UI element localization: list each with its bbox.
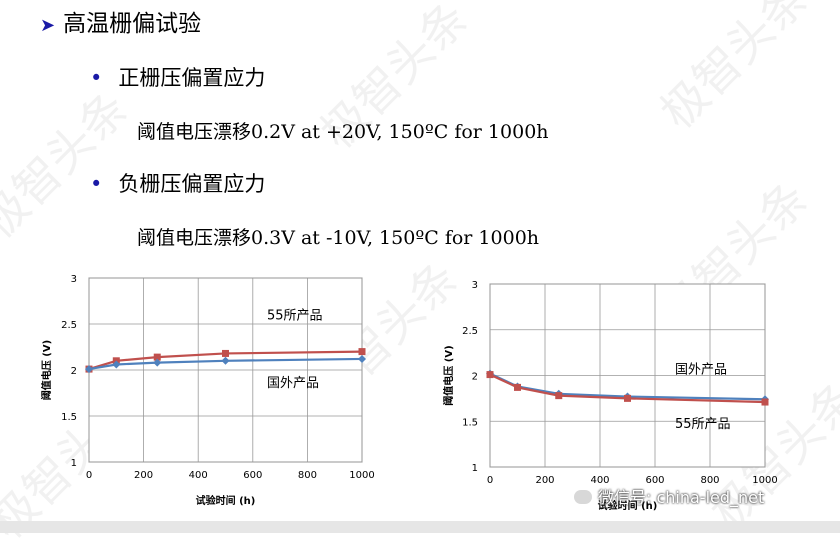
x-axis-title: 试验时间 (h) [196, 494, 256, 507]
x-axis-title: 试验时间 (h) [598, 499, 658, 512]
y-tick-label: 1 [71, 458, 77, 469]
data-point [624, 394, 631, 402]
wechat-icon [574, 490, 592, 504]
wechat-watermark: 微信号: china-led_net [574, 484, 764, 508]
x-tick-label: 600 [243, 470, 262, 481]
series-label: 国外产品 [267, 376, 319, 391]
section-title-text: 正栅压偏置应力 [118, 66, 266, 90]
chart-negative-bias: 0 200 400 600 800 1000 1 1.5 2 2.5 3 试验时间 (h) 阈值电压 (… [442, 280, 778, 512]
series-label: 55所产品 [267, 309, 323, 324]
data-point [153, 353, 161, 361]
x-tick-label: 1000 [349, 470, 374, 481]
data-point [358, 354, 366, 363]
y-axis-title: 阈值电压 (V) [40, 340, 53, 400]
y-tick-label: 1 [472, 463, 478, 474]
data-point [222, 349, 229, 357]
slide-heading: ➤ 高温栅偏试验 [40, 4, 201, 38]
data-point [761, 398, 769, 406]
y-tick-label: 3 [472, 280, 478, 291]
y-tick-label: 2 [472, 372, 478, 383]
series-label: 55所产品 [675, 417, 731, 432]
y-tick-label: 2.5 [462, 326, 478, 337]
wechat-text: 微信号: china-led_net [598, 488, 765, 507]
watermark: 极智头条 [0, 80, 139, 250]
bullet-dot-icon: • [90, 66, 103, 90]
y-tick-label: 2 [71, 366, 77, 377]
series-label: 国外产品 [675, 362, 727, 377]
x-tick-label: 600 [645, 475, 664, 486]
data-point [153, 358, 162, 367]
y-tick-label: 2.5 [61, 320, 77, 331]
chart-positive-bias: 0 200 400 600 800 1000 1 1.5 2 2.5 3 试验时间 (h) 阈值电压 (… [40, 274, 375, 507]
x-tick-label: 0 [86, 470, 92, 481]
x-tick-label: 0 [487, 475, 493, 486]
x-tick-label: 800 [700, 475, 719, 486]
x-tick-label: 400 [189, 470, 208, 481]
footer-bar [0, 521, 840, 533]
x-tick-label: 800 [298, 470, 317, 481]
data-point [486, 371, 494, 379]
x-tick-label: 200 [535, 475, 554, 486]
data-point [112, 360, 121, 369]
y-tick-label: 3 [71, 274, 77, 285]
heading-text: 高温栅偏试验 [63, 11, 202, 37]
y-tick-label: 1.5 [462, 417, 478, 428]
data-point [555, 392, 563, 400]
data-point [221, 356, 230, 365]
x-tick-label: 400 [590, 475, 609, 486]
watermark: 极智头条 [649, 0, 819, 140]
section-title: • 负栅压偏置应力 [90, 168, 265, 198]
data-point [85, 365, 93, 374]
x-tick-label: 1000 [752, 475, 777, 486]
data-point [358, 348, 366, 356]
section-title-text: 负栅压偏置应力 [118, 172, 266, 196]
section-detail: 阈值电压漂移0.2V at +20V, 150ºC for 1000h [137, 121, 549, 143]
x-tick-label: 200 [134, 470, 153, 481]
arrow-bullet-icon: ➤ [40, 15, 56, 36]
y-axis-title: 阈值电压 (V) [442, 345, 455, 405]
bullet-dot-icon: • [90, 172, 103, 196]
section-title: • 正栅压偏置应力 [90, 62, 265, 92]
section-detail: 阈值电压漂移0.3V at -10V, 150ºC for 1000h [137, 227, 540, 249]
data-point [514, 383, 521, 391]
y-tick-label: 1.5 [61, 412, 77, 423]
